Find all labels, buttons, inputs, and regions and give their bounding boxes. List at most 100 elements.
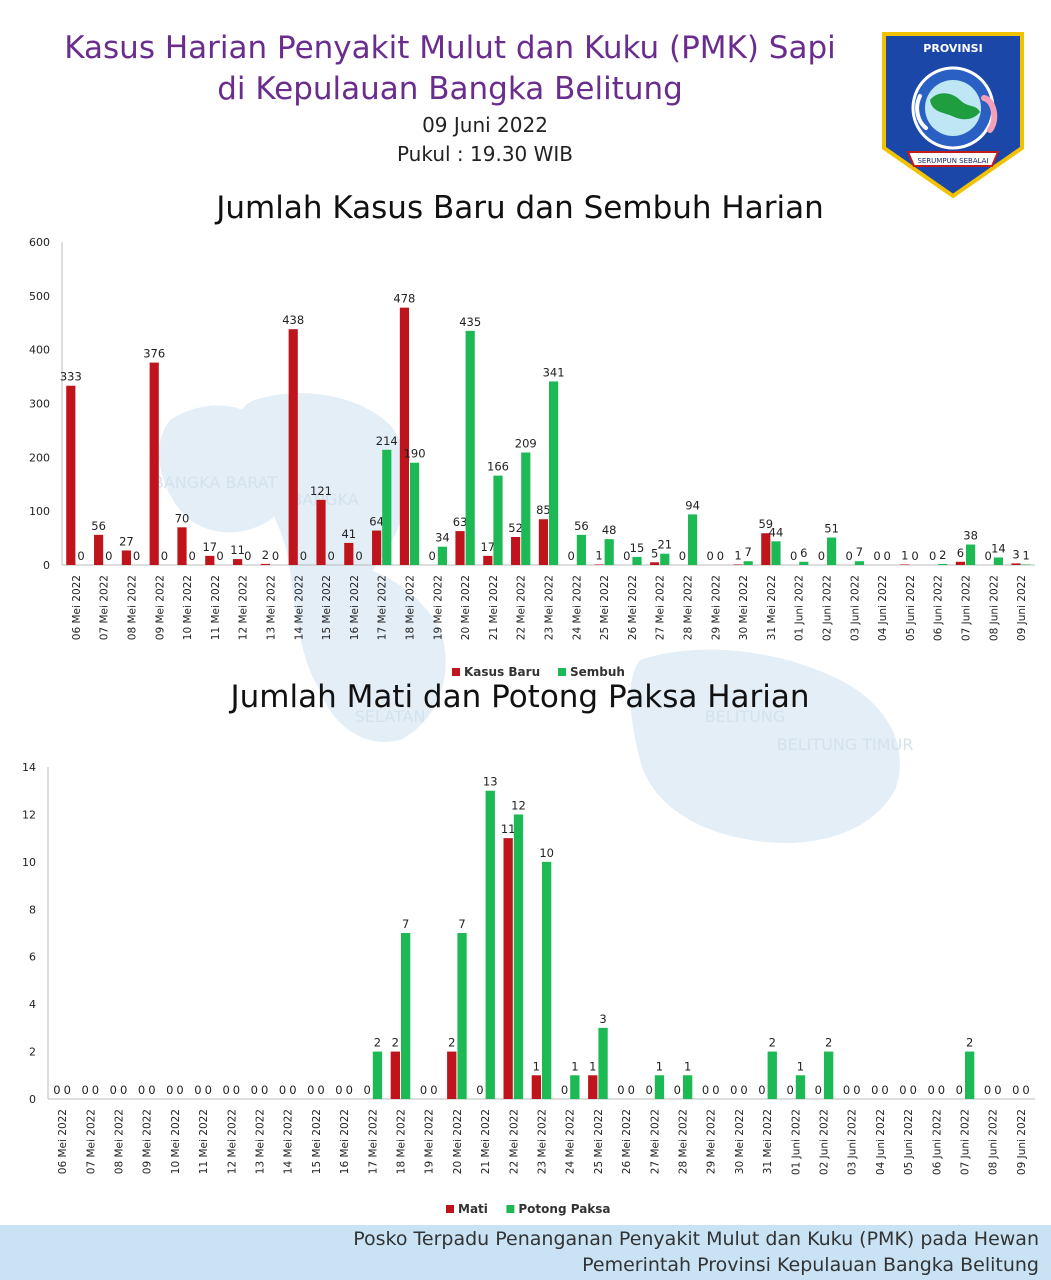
chart1-x-tick-label: 23 Mei 2022: [544, 575, 556, 640]
chart2-bar-potong-paksa: [457, 933, 467, 1099]
chart2-x-tick-label: 23 Mei 2022: [537, 1109, 549, 1174]
chart2-x-tick-label: 10 Mei 2022: [170, 1109, 182, 1174]
chart2-y-tick-label: 10: [22, 856, 36, 869]
chart1-data-label: 2: [262, 548, 269, 562]
chart1-data-label: 64: [369, 515, 384, 529]
chart2-data-label: 0: [628, 1083, 635, 1097]
chart1-legend-label: Kasus Baru: [464, 665, 540, 679]
report-time: Pukul : 19.30 WIB: [396, 142, 574, 166]
chart1-x-tick-label: 17 Mei 2022: [377, 575, 389, 640]
chart1-x-tick-label: 01 Juni 2022: [794, 575, 806, 641]
chart2-legend-swatch: [506, 1205, 515, 1213]
watermark-label-selatan: SELATAN: [355, 707, 426, 726]
chart1-data-label: 0: [568, 549, 575, 563]
chart1-x-tick-label: 18 Mei 2022: [405, 575, 417, 640]
chart2-data-label: 0: [871, 1083, 878, 1097]
chart1-data-label: 0: [133, 549, 140, 563]
chart1-data-label: 478: [393, 292, 415, 306]
chart1-data-label: 0: [818, 549, 825, 563]
chart1-data-label: 0: [985, 549, 992, 563]
chart2-bar-potong-paksa: [795, 1075, 806, 1099]
watermark-label-belitung: BELITUNG: [705, 707, 786, 726]
chart1-data-label: 0: [707, 549, 714, 563]
chart2-bar-mati: [390, 1051, 400, 1099]
chart2-data-label: 0: [740, 1083, 747, 1097]
chart2-data-label: 0: [956, 1083, 963, 1097]
chart2-bar-potong-paksa: [965, 1051, 975, 1099]
chart2-data-label: 0: [346, 1083, 353, 1097]
chart2-data-label: 0: [674, 1083, 681, 1097]
chart2-x-tick-label: 07 Juni 2022: [960, 1109, 972, 1175]
chart1-data-label: 7: [745, 545, 752, 559]
chart2-data-label: 2: [448, 1036, 455, 1050]
chart1-data-label: 0: [355, 549, 362, 563]
chart1-x-tick-label: 08 Juni 2022: [988, 575, 1000, 641]
chart1-x-tick-label: 13 Mei 2022: [266, 575, 278, 640]
chart1-bar-sembuh: [382, 449, 392, 565]
chart1-y-tick-label: 100: [29, 505, 50, 518]
chart1-data-label: 0: [105, 549, 112, 563]
chart2-bar-potong-paksa: [372, 1051, 383, 1099]
chart2-legend-label: Mati: [458, 1202, 488, 1216]
chart1-y-tick-label: 0: [43, 559, 50, 572]
chart2-x-tick-label: 19 Mei 2022: [424, 1109, 436, 1174]
chart2-x-tick-label: 13 Mei 2022: [255, 1109, 267, 1174]
chart1-y-tick-label: 500: [29, 290, 50, 303]
chart2-x-tick-label: 24 Mei 2022: [565, 1109, 577, 1174]
chart1-x-tick-label: 24 Mei 2022: [571, 575, 583, 640]
chart2-data-label: 0: [1022, 1083, 1029, 1097]
chart1-bar-sembuh: [521, 452, 531, 565]
chart2-y-tick-label: 8: [29, 903, 36, 916]
chart1-bar-sembuh: [576, 534, 586, 565]
chart1-bar-kasus-baru: [955, 561, 965, 565]
chart1-x-tick-label: 10 Mei 2022: [182, 575, 194, 640]
chart1-data-label: 17: [202, 540, 217, 554]
chart1-data-label: 2: [939, 548, 946, 562]
chart1-data-label: 11: [230, 543, 245, 557]
chart1-bar-kasus-baru: [66, 385, 76, 565]
chart2-data-label: 0: [166, 1083, 173, 1097]
chart1-data-label: 166: [487, 460, 509, 474]
chart2-y-tick-label: 14: [22, 761, 36, 774]
chart2-x-tick-label: 06 Juni 2022: [931, 1109, 943, 1175]
chart2-data-label: 2: [392, 1036, 399, 1050]
chart1-data-label: 6: [800, 546, 807, 560]
chart1-data-label: 44: [769, 525, 784, 539]
chart2-data-label: 0: [815, 1083, 822, 1097]
chart2-bar-potong-paksa: [401, 933, 411, 1099]
chart2-data-label: 0: [899, 1083, 906, 1097]
province-logo-emblem: PROVINSI SERUMPUN SEBALAI: [882, 32, 1024, 199]
chart2-data-label: 7: [402, 917, 409, 931]
chart2-bar-potong-paksa: [767, 1051, 777, 1099]
chart2-data-label: 12: [511, 798, 526, 812]
chart1-x-tick-label: 31 Mei 2022: [766, 575, 778, 640]
chart2-data-label: 0: [843, 1083, 850, 1097]
chart2-data-label: 0: [222, 1083, 229, 1097]
chart2-data-label: 0: [64, 1083, 71, 1097]
chart2-bar-potong-paksa: [683, 1075, 693, 1099]
chart1-bar-kasus-baru: [1011, 563, 1021, 565]
chart1-data-label: 0: [623, 549, 630, 563]
chart1-data-label: 376: [143, 347, 165, 361]
chart1-data-label: 0: [911, 549, 918, 563]
chart1-bar-kasus-baru: [149, 362, 159, 565]
chart2-data-label: 0: [853, 1083, 860, 1097]
chart1-data-label: 190: [404, 447, 426, 461]
chart1-data-label: 56: [574, 519, 589, 533]
chart1-y-tick-label: 200: [29, 451, 50, 464]
chart1-bar-sembuh: [604, 539, 614, 565]
chart2-data-label: 2: [374, 1036, 381, 1050]
chart2-data-label: 0: [420, 1083, 427, 1097]
chart2-data-label: 2: [769, 1036, 776, 1050]
chart1-x-tick-label: 04 Juni 2022: [877, 575, 889, 641]
chart1-data-label: 94: [685, 498, 700, 512]
chart2-data-label: 0: [561, 1083, 568, 1097]
chart1-bar-kasus-baru: [761, 533, 771, 565]
chart1-bar-kasus-baru: [399, 307, 409, 565]
chart2-data-label: 0: [261, 1083, 268, 1097]
chart2-x-tick-label: 20 Mei 2022: [452, 1109, 464, 1174]
chart1-data-label: 1: [734, 548, 741, 562]
chart1-data-label: 5: [651, 546, 658, 560]
chart1-data-label: 121: [310, 484, 332, 498]
chart1-data-label: 38: [963, 529, 978, 543]
